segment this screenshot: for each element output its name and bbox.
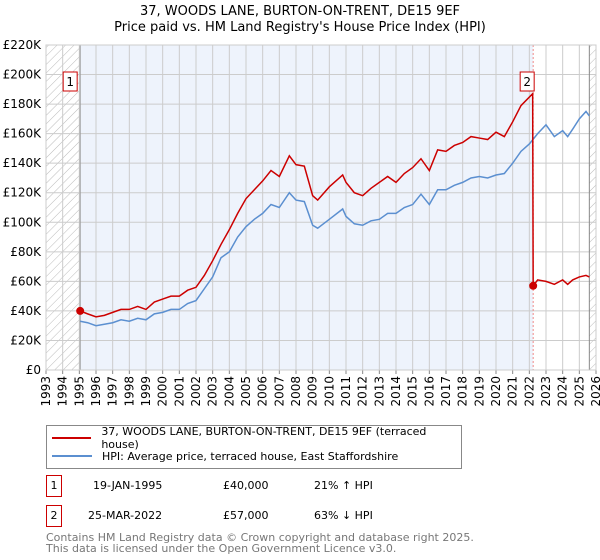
transaction-hpi: 63% ↓ HPI [314,509,373,522]
y-tick-label: £160K [3,127,43,141]
footer-copyright: Contains HM Land Registry data © Crown c… [46,531,474,544]
x-tick-label: 2004 [222,376,236,407]
y-tick-label: £40K [10,304,42,318]
x-tick-label: 2000 [156,376,170,407]
annotation-label: 2 [523,75,531,89]
x-tick-label: 2021 [506,376,520,407]
transaction-date: 19-JAN-1995 [93,479,163,492]
x-tick-label: 2023 [539,376,553,407]
x-tick-label: 2003 [206,376,220,407]
x-tick-label: 2017 [439,376,453,407]
transaction-price: £40,000 [223,479,269,492]
transaction-hpi: 21% ↑ HPI [314,479,373,492]
x-tick-label: 2002 [189,376,203,407]
x-tick-label: 1998 [122,376,136,407]
footer-licence: This data is licensed under the Open Gov… [46,542,397,555]
x-tick-label: 2012 [356,376,370,407]
y-tick-label: £220K [3,38,43,52]
sale-point-marker [529,281,538,290]
x-tick-label: 2008 [289,376,303,407]
y-tick-label: £60K [10,274,42,288]
legend-item-hpi: HPI: Average price, terraced house, East… [52,448,398,464]
x-tick-label: 2025 [572,376,586,407]
footer: Contains HM Land Registry data © Crown c… [46,532,474,554]
legend-swatch-red [52,437,92,439]
chart-title-line1: 37, WOODS LANE, BURTON-ON-TRENT, DE15 9E… [139,4,461,19]
x-tick-label: 2001 [172,376,186,407]
y-tick-label: £80K [10,245,42,259]
x-tick-label: 1999 [139,376,153,407]
x-tick-label: 1993 [39,376,53,407]
transaction-row: 1 19-JAN-1995 £40,000 21% ↑ HPI [46,475,446,497]
y-tick-label: £180K [3,97,43,111]
x-tick-label: 2009 [306,376,320,407]
legend-item-property: 37, WOODS LANE, BURTON-ON-TRENT, DE15 9E… [52,425,461,451]
transaction-marker: 1 [46,475,62,497]
legend: 37, WOODS LANE, BURTON-ON-TRENT, DE15 9E… [46,425,462,469]
x-tick-label: 2010 [322,376,336,407]
y-tick-label: £200K [3,68,43,82]
chart-title-line2: Price paid vs. HM Land Registry's House … [114,20,486,35]
transaction-row: 2 25-MAR-2022 £57,000 63% ↓ HPI [46,505,446,527]
hpi-line [80,110,590,327]
x-tick-label: 1997 [106,376,120,407]
x-tick-label: 1996 [89,376,103,407]
no-data-hatch [589,45,596,370]
x-tick-label: 2013 [372,376,386,407]
x-tick-label: 2020 [489,376,503,407]
x-tick-label: 2019 [472,376,486,407]
x-tick-label: 2018 [456,376,470,407]
x-tick-label: 2016 [422,376,436,407]
x-tick-label: 2007 [272,376,286,407]
price-chart: 1993 1994 1995 1996 1997 1998 1999 2000 2001 2002… [3,38,600,407]
x-tick-label: 2011 [339,376,353,407]
y-tick-label: £100K [3,215,43,229]
transaction-price: £57,000 [223,509,269,522]
transaction-marker: 2 [46,505,62,527]
legend-label: HPI: Average price, terraced house, East… [102,449,399,463]
annotation-box [519,71,535,92]
transaction-date: 25-MAR-2022 [88,509,163,522]
annotation-box [62,71,78,92]
y-tick-label: £0 [26,363,41,377]
legend-swatch-blue [52,455,92,457]
x-tick-label: 2005 [239,376,253,407]
y-tick-label: £120K [3,186,43,200]
x-tick-label: 2026 [589,376,600,407]
x-tick-label: 1995 [72,376,86,407]
x-tick-label: 2022 [522,376,536,407]
y-tick-label: £20K [10,333,42,347]
annotation-label: 1 [66,75,74,89]
x-tick-label: 2024 [556,376,570,407]
sale-point-marker [76,306,85,315]
legend-label: 37, WOODS LANE, BURTON-ON-TRENT, DE15 9E… [101,425,427,451]
x-tick-label: 2014 [389,376,403,407]
plot-frame [45,44,597,371]
x-tick-label: 2015 [406,376,420,407]
x-tick-label: 2006 [256,376,270,407]
y-tick-label: £140K [3,156,43,170]
price-paid-line [79,91,590,318]
x-tick-label: 1994 [56,376,70,407]
